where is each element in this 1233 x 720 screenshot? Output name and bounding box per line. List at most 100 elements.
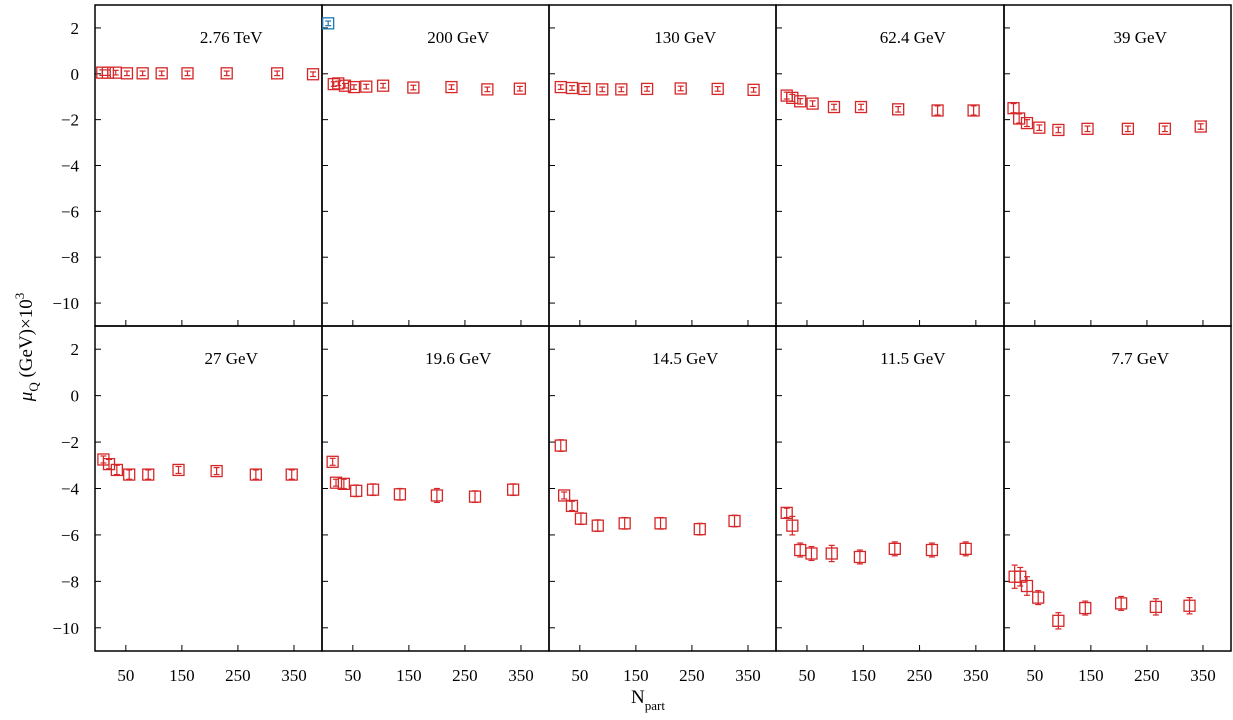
panel-10: 50 150 250 350 7.7 GeV (1003, 325, 1232, 685)
x-tick-label: 350 (963, 666, 989, 685)
panel-title: 27 GeV (205, 349, 259, 368)
square-marker (825, 547, 838, 560)
panel-4: 62.4 GeV (775, 4, 1005, 327)
data-point (468, 490, 482, 504)
y-tick-label: −8 (61, 248, 79, 267)
data-point (506, 483, 520, 497)
square-marker (306, 68, 320, 81)
data-point (794, 95, 807, 108)
panel-3: 130 GeV (548, 4, 777, 327)
data-point (210, 464, 223, 478)
square-marker (326, 455, 339, 468)
panel-title: 2.76 TeV (200, 28, 263, 47)
y-tick-label: 0 (71, 387, 80, 406)
square-marker (674, 82, 687, 95)
data-point (1149, 598, 1163, 616)
square-marker (615, 83, 628, 96)
square-marker (1079, 601, 1092, 615)
data-point (615, 83, 628, 96)
data-point (825, 544, 838, 563)
data-point (925, 542, 939, 558)
y-tick-label: 2 (71, 340, 80, 359)
square-marker (337, 477, 351, 491)
square-marker (1081, 122, 1094, 135)
data-point (640, 82, 654, 96)
panel-2: 200 GeV (321, 4, 550, 327)
square-marker (892, 103, 905, 116)
y-tick-label: −6 (61, 526, 79, 545)
square-marker (711, 82, 724, 96)
panel-5: 39 GeV (1003, 4, 1232, 327)
x-tick-label: 350 (281, 666, 307, 685)
y-tick-label: −8 (61, 572, 79, 591)
square-marker (1114, 597, 1128, 610)
x-tick-label: 150 (169, 666, 195, 685)
data-point (285, 468, 298, 481)
data-point (728, 514, 741, 528)
square-marker (506, 483, 520, 496)
data-point (376, 79, 390, 92)
data-point (591, 519, 604, 533)
x-tick-label: 50 (798, 666, 815, 685)
square-marker (596, 83, 609, 96)
y-tick-label: −10 (52, 619, 79, 638)
square-marker (123, 468, 136, 481)
data-point (360, 80, 373, 93)
square-marker (181, 67, 194, 80)
data-point (136, 67, 149, 80)
data-point (1081, 122, 1094, 135)
data-point (1020, 116, 1034, 130)
data-point (407, 81, 420, 94)
square-marker (805, 547, 818, 560)
square-marker (931, 104, 944, 117)
panel-9: 50 150 250 350 11.5 GeV (775, 325, 1005, 685)
x-tick-label: 150 (623, 666, 649, 685)
panel-title: 7.7 GeV (1111, 349, 1169, 368)
data-point (786, 515, 799, 536)
panel-title: 11.5 GeV (880, 349, 946, 368)
data-point (578, 82, 591, 96)
data-point (326, 455, 339, 468)
square-marker (959, 542, 972, 556)
y-axis-title: μQ (GeV)×103 (12, 293, 41, 402)
y-tick-label: −4 (61, 480, 80, 499)
panel-frame (94, 325, 323, 652)
data-point (931, 104, 944, 117)
square-marker (574, 512, 588, 525)
square-marker (407, 81, 420, 94)
data-point (967, 104, 980, 117)
data-point (109, 66, 122, 79)
data-point (181, 67, 194, 80)
y-tick-label: −4 (61, 157, 80, 176)
square-marker (142, 468, 155, 481)
panel-title: 19.6 GeV (425, 349, 492, 368)
y-tick-label: −2 (61, 111, 79, 130)
square-marker (591, 519, 604, 532)
data-point (554, 80, 567, 94)
data-point (853, 549, 867, 565)
square-marker (1158, 122, 1172, 135)
data-point (888, 541, 901, 557)
panel-frame (321, 4, 550, 327)
data-point (347, 80, 361, 94)
data-point (786, 91, 799, 105)
data-point (271, 67, 284, 80)
x-tick-label: 350 (735, 666, 761, 685)
x-tick-label: 250 (907, 666, 933, 685)
data-point (445, 80, 458, 94)
data-point (327, 77, 340, 91)
data-point (806, 97, 819, 110)
data-point (565, 81, 579, 95)
square-marker (101, 66, 115, 79)
square-marker (806, 97, 819, 110)
square-marker (1183, 599, 1196, 612)
panel-frame (775, 325, 1005, 652)
square-marker (481, 83, 494, 96)
x-tick-label: 150 (851, 666, 877, 685)
data-point (1158, 122, 1172, 135)
data-point (654, 516, 667, 530)
data-point (674, 82, 687, 95)
data-point (794, 542, 807, 558)
data-point (366, 483, 380, 497)
square-marker (578, 82, 591, 96)
